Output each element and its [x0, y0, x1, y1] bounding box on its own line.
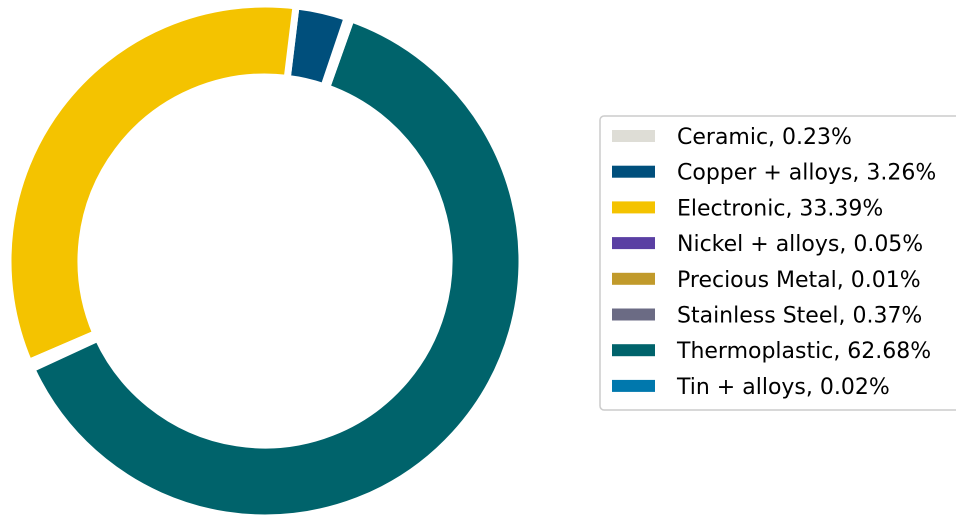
legend-swatch: [612, 308, 655, 321]
legend-label: Nickel + alloys, 0.05%: [677, 232, 923, 257]
legend-swatch: [612, 130, 655, 142]
legend-label: Stainless Steel, 0.37%: [677, 304, 922, 329]
legend-item: Copper + alloys, 3.26%: [612, 161, 936, 186]
legend-item: Thermoplastic, 62.68%: [612, 339, 931, 364]
legend-item: Electronic, 33.39%: [612, 196, 883, 221]
slice-electronic: [4, 0, 300, 366]
legend-frame: [599, 115, 956, 411]
legend-label: Electronic, 33.39%: [677, 196, 883, 221]
legend: Ceramic, 0.23% Copper + alloys, 3.26% Elec…: [599, 115, 956, 411]
slice-tin-alloys: [322, 15, 355, 92]
legend-item: Nickel + alloys, 0.05%: [612, 232, 923, 257]
legend-swatch: [612, 165, 655, 178]
legend-swatch: [612, 344, 655, 357]
legend-item: Tin + alloys, 0.02%: [612, 375, 890, 400]
legend-item: Ceramic, 0.23%: [612, 125, 852, 150]
legend-label: Copper + alloys, 3.26%: [677, 161, 936, 186]
legend-label: Thermoplastic, 62.68%: [676, 339, 931, 364]
donut-slices: [4, 0, 526, 515]
legend-swatch: [612, 379, 655, 392]
legend-item: Stainless Steel, 0.37%: [612, 304, 922, 329]
legend-swatch: [612, 272, 655, 285]
legend-item: Precious Metal, 0.01%: [612, 268, 921, 293]
legend-swatch: [612, 201, 655, 214]
legend-swatch: [612, 237, 655, 250]
legend-label: Tin + alloys, 0.02%: [676, 375, 890, 400]
legend-label: Precious Metal, 0.01%: [677, 268, 921, 293]
slice-thermoplastic: [28, 15, 526, 515]
legend-items: Ceramic, 0.23% Copper + alloys, 3.26% Elec…: [612, 125, 936, 400]
legend-label: Ceramic, 0.23%: [677, 125, 852, 150]
